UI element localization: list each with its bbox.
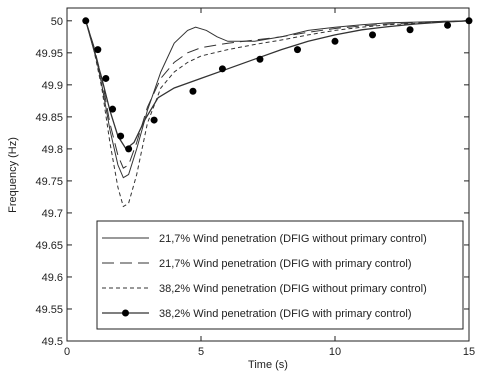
legend-label-1: 21,7% Wind penetration (DFIG without pri… — [159, 233, 427, 245]
series-layer — [82, 17, 473, 208]
series-4-point — [94, 46, 102, 54]
series-4-point — [256, 55, 264, 63]
x-tick-label: 15 — [463, 346, 475, 358]
series-4-point — [102, 74, 110, 82]
x-tick-label: 10 — [329, 346, 341, 358]
series-4-point — [189, 87, 197, 95]
y-tick-label: 49.5 — [42, 336, 63, 348]
series-4-point — [465, 17, 473, 25]
legend-marker — [122, 309, 129, 317]
x-axis-title: Time (s) — [248, 359, 288, 371]
series-line-2 — [85, 20, 470, 169]
x-tick-label: 0 — [64, 346, 70, 358]
series-line-3 — [85, 20, 470, 208]
series-4-point — [331, 37, 339, 45]
series-4-point — [109, 105, 117, 113]
y-tick-label: 49.6 — [42, 272, 63, 284]
series-4-point — [150, 116, 158, 124]
legend-label-4: 38,2% Wind penetration (DFIG with primar… — [159, 308, 411, 320]
series-line-4 — [85, 20, 470, 150]
y-tick-label: 49.9 — [42, 80, 63, 92]
series-4-point — [117, 132, 125, 140]
legend-label-3: 38,2% Wind penetration (DFIG without pri… — [159, 283, 427, 295]
y-tick-label: 49.75 — [35, 176, 63, 188]
series-4-point — [218, 65, 226, 73]
series-4-point — [406, 26, 414, 34]
y-tick-label: 49.85 — [35, 112, 63, 124]
y-axis-title: Frequency (Hz) — [7, 137, 19, 213]
series-4-point — [444, 21, 452, 29]
series-4-point — [293, 46, 301, 54]
series-4-point — [369, 31, 377, 39]
series-4-point — [82, 17, 90, 25]
y-tick-label: 49.8 — [42, 144, 63, 156]
x-tick-label: 5 — [198, 346, 204, 358]
x-axis: 0 5 10 15 — [64, 8, 475, 358]
series-line-1 — [85, 20, 470, 179]
legend: 21,7% Wind penetration (DFIG without pri… — [96, 220, 464, 330]
y-tick-label: 49.95 — [35, 48, 63, 60]
legend-label-2: 21,7% Wind penetration (DFIG with primar… — [159, 258, 411, 270]
y-tick-label: 50 — [51, 16, 63, 28]
series-4-point — [125, 145, 133, 153]
y-axis: 49.5 49.55 49.6 49.65 49.7 49.75 49.8 49.85 49.9… — [35, 16, 469, 348]
legend-box — [96, 220, 464, 330]
y-tick-label: 49.65 — [35, 240, 63, 252]
y-tick-label: 49.7 — [42, 208, 63, 220]
y-tick-label: 49.55 — [35, 304, 63, 316]
